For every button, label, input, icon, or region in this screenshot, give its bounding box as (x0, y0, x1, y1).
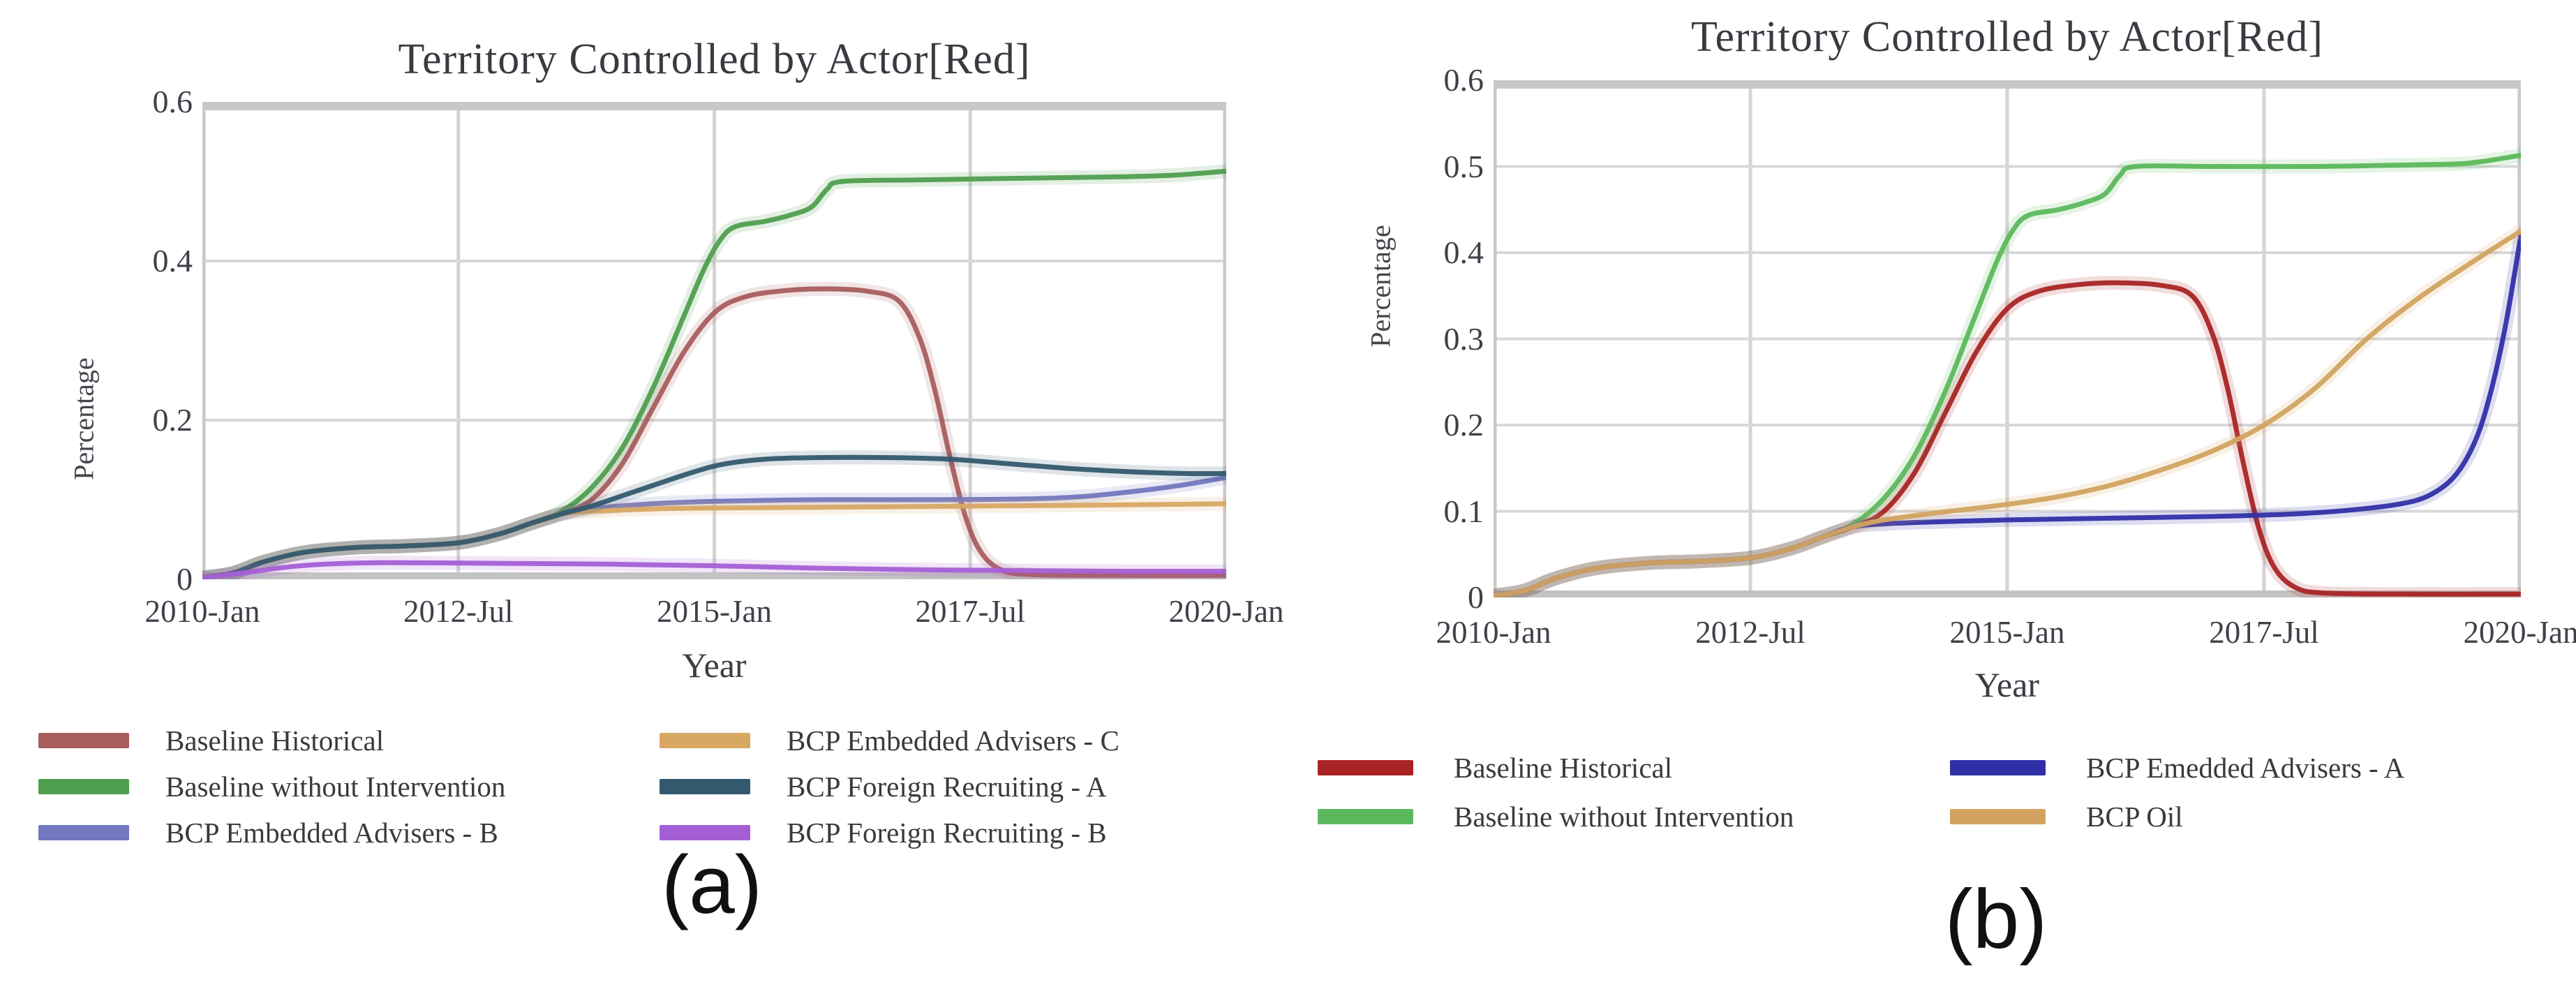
legend-swatch (1318, 760, 1413, 775)
legend-label: Baseline Historical (165, 725, 385, 757)
x-tick-label: 2012-Jul (1695, 615, 1806, 650)
x-tick-label: 2017-Jul (915, 594, 1026, 629)
x-tick-label: 2015-Jan (657, 594, 772, 629)
chart-title: Territory Controlled by Actor[Red] (398, 36, 1031, 83)
legend-item: Baseline without Intervention (1318, 792, 1794, 841)
y-tick-label: 0.4 (1443, 235, 1484, 270)
legend-item: Baseline without Intervention (38, 764, 505, 810)
legend-label: BCP Embedded Advisers - B (165, 817, 498, 849)
y-tick-label: 0.2 (1443, 407, 1484, 443)
y-tick-label: 0 (177, 561, 193, 597)
y-axis-label: Percentage (1364, 225, 1397, 348)
legend-item: BCP Foreign Recruiting - A (660, 764, 1107, 810)
legend-swatch (1318, 809, 1413, 824)
x-axis-label: Year (1974, 665, 2040, 704)
legend-label: BCP Emedded Advisers - A (2086, 752, 2405, 784)
legend-swatch (38, 825, 129, 840)
x-axis-ticks: 2010-Jan 2012-Jul 2015-Jan 2017-Jul 2020-Jan (1436, 611, 2576, 660)
y-tick-label: 0 (1468, 579, 1484, 615)
y-tick-label: 0.3 (1443, 320, 1484, 357)
legend-item: BCP Emedded Advisers - A (1950, 743, 2404, 792)
y-tick-label: 0.5 (1443, 148, 1484, 184)
x-axis-ticks: 2010-Jan 2012-Jul 2015-Jan 2017-Jul 2020-Jan (145, 590, 1284, 639)
y-tick-label: 0.4 (152, 243, 193, 278)
plot-area (1494, 80, 2521, 597)
line-chart-canvas (1494, 80, 2521, 597)
legend-swatch (38, 733, 129, 748)
x-tick-label: 2020-Jan (2463, 615, 2576, 650)
legend-label: Baseline without Intervention (1454, 801, 1794, 833)
subfigure-caption-a: (a) (661, 839, 763, 931)
legend-label: BCP Oil (2086, 801, 2183, 833)
legend-item: BCP Embedded Advisers - B (38, 810, 498, 856)
legend-swatch (660, 825, 750, 840)
subfigure-caption-b: (b) (1944, 872, 2048, 966)
y-tick-label: 0.2 (152, 402, 193, 438)
x-tick-label: 2017-Jul (2209, 615, 2319, 650)
x-tick-label: 2020-Jan (1168, 594, 1284, 629)
legend-label: BCP Embedded Advisers - C (787, 725, 1119, 757)
y-tick-label: 0.1 (1443, 493, 1484, 529)
y-tick-label: 0.6 (1443, 62, 1484, 98)
legend-swatch (660, 733, 750, 748)
y-axis-ticks: 0 0.1 0.2 0.3 0.4 0.5 0.6 (1396, 62, 1484, 615)
x-axis-label: Year (682, 646, 747, 685)
x-tick-label: 2015-Jan (1949, 615, 2065, 650)
legend-label: Baseline Historical (1454, 752, 1673, 784)
legend-item: Baseline Historical (1318, 743, 1672, 792)
legend-label: BCP Foreign Recruiting - B (787, 817, 1107, 849)
line-chart-canvas (202, 102, 1226, 579)
legend-label: Baseline without Intervention (165, 771, 506, 803)
legend-item: BCP Oil (1950, 792, 2183, 841)
chart-title: Territory Controlled by Actor[Red] (1690, 13, 2324, 61)
y-axis-ticks: 0 0.2 0.4 0.6 (105, 84, 193, 597)
plot-area (202, 102, 1226, 579)
legend-item: BCP Foreign Recruiting - B (660, 810, 1107, 856)
legend-swatch (38, 779, 129, 794)
legend-label: BCP Foreign Recruiting - A (787, 771, 1107, 803)
legend-swatch (1950, 809, 2046, 824)
legend-item: BCP Embedded Advisers - C (660, 718, 1119, 764)
x-tick-label: 2010-Jan (1436, 615, 1551, 650)
legend-swatch (660, 779, 750, 794)
x-tick-label: 2012-Jul (403, 594, 514, 629)
y-tick-label: 0.6 (152, 84, 193, 119)
legend-item: Baseline Historical (38, 718, 384, 764)
legend-swatch (1950, 760, 2046, 775)
x-tick-label: 2010-Jan (144, 594, 260, 629)
